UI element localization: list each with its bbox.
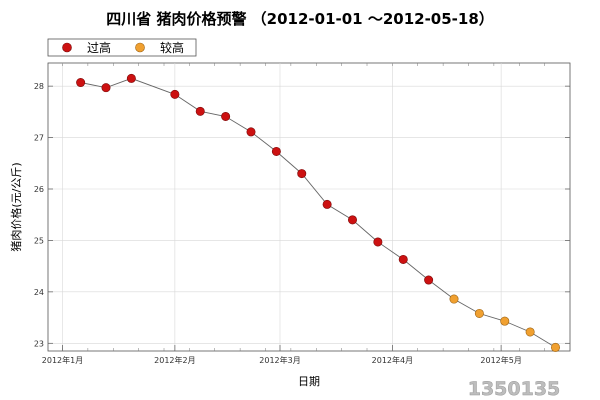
x-tick-label: 2012年4月 xyxy=(372,355,413,365)
data-point xyxy=(550,342,560,352)
legend: 过高 较高 xyxy=(47,38,197,57)
legend-box xyxy=(47,38,197,57)
data-point xyxy=(500,316,510,326)
x-tick-label: 2012年1月 xyxy=(42,355,83,365)
data-point xyxy=(101,83,111,93)
data-point xyxy=(297,169,307,179)
data-point xyxy=(221,111,231,121)
watermark: 1350135 xyxy=(468,378,561,400)
data-point xyxy=(525,327,535,337)
x-tick-label: 2012年3月 xyxy=(259,355,300,365)
legend-label-too-high: 过高 xyxy=(87,40,111,55)
plot-area xyxy=(47,62,571,352)
data-point xyxy=(424,275,434,285)
data-point xyxy=(449,294,459,304)
x-tick-label: 2012年2月 xyxy=(154,355,195,365)
data-point xyxy=(322,199,332,209)
data-points xyxy=(76,73,560,352)
data-point xyxy=(126,73,136,83)
y-axis-label: 猪肉价格(元/公斤) xyxy=(9,162,23,251)
data-point xyxy=(170,89,180,99)
data-point xyxy=(76,78,86,88)
legend-label-high: 较高 xyxy=(160,40,184,55)
y-tick-label: 23 xyxy=(34,339,44,348)
data-point xyxy=(398,254,408,264)
data-point xyxy=(474,308,484,318)
y-tick-label: 25 xyxy=(34,236,44,245)
y-tick-label: 24 xyxy=(34,288,44,297)
y-tick-label: 28 xyxy=(34,82,44,91)
data-point xyxy=(195,106,205,116)
chart-title: 四川省 猪肉价格预警 （2012-01-01 ～2012-05-18） xyxy=(106,10,494,28)
data-point xyxy=(271,146,281,156)
data-point xyxy=(246,127,256,137)
legend-marker-too-high xyxy=(62,42,72,53)
y-axis: 23 24 25 26 27 28 xyxy=(34,82,570,348)
y-tick-label: 27 xyxy=(34,134,44,143)
x-tick-label: 2012年5月 xyxy=(480,355,521,365)
x-axis-label: 日期 xyxy=(298,375,320,388)
y-tick-label: 26 xyxy=(34,185,44,194)
data-point xyxy=(347,215,357,225)
data-point xyxy=(373,237,383,247)
legend-marker-high xyxy=(135,42,145,53)
grid xyxy=(48,63,570,351)
x-axis: 2012年1月 2012年2月 2012年3月 2012年4月 2012年5月 xyxy=(42,63,571,365)
